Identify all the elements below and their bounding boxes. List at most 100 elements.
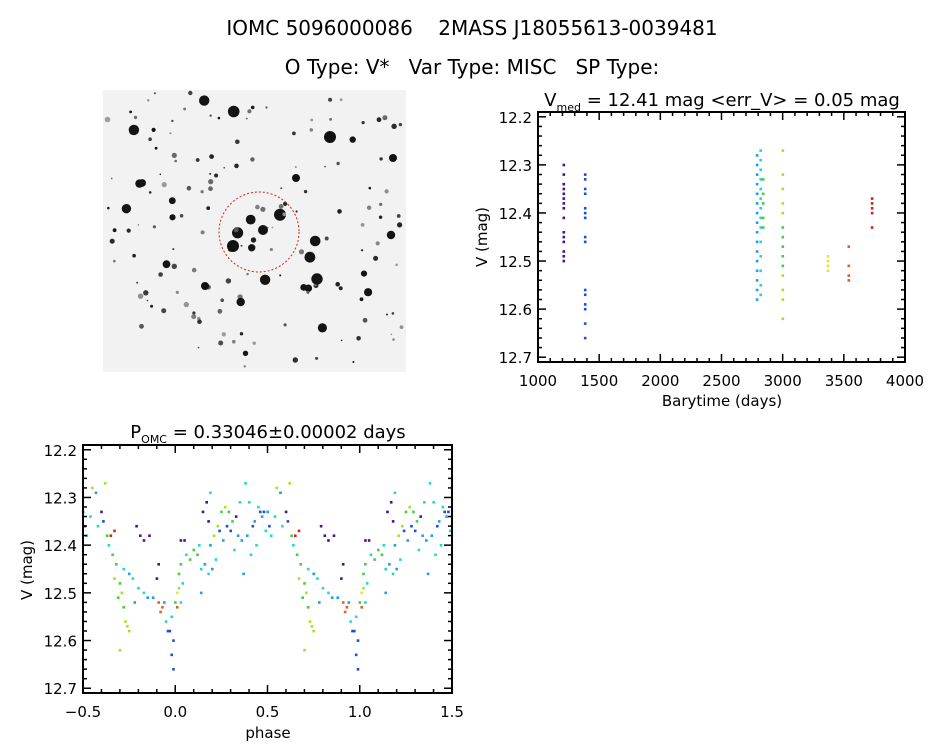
- data-point: [362, 586, 365, 590]
- star: [183, 107, 187, 111]
- star: [392, 338, 395, 341]
- data-point: [122, 606, 125, 609]
- data-point: [356, 639, 360, 642]
- data-point: [301, 596, 304, 599]
- data-point: [172, 639, 175, 642]
- data-point: [179, 601, 183, 604]
- star: [366, 205, 372, 210]
- data-point: [113, 577, 116, 580]
- plot-frame: [537, 111, 906, 363]
- data-point: [288, 482, 291, 485]
- star: [171, 152, 177, 158]
- star: [153, 92, 156, 95]
- star: [218, 340, 224, 346]
- x-tick-label: 0.5: [256, 703, 280, 721]
- star: [252, 341, 256, 345]
- star: [121, 204, 132, 214]
- star: [255, 204, 260, 210]
- star: [137, 224, 140, 226]
- star: [169, 214, 176, 221]
- star: [379, 157, 383, 161]
- data-point: [583, 307, 587, 311]
- data-point: [755, 202, 759, 205]
- data-point: [781, 226, 785, 229]
- star: [209, 172, 212, 175]
- data-point: [583, 336, 587, 340]
- data-point: [305, 591, 308, 595]
- star: [283, 323, 287, 327]
- data-point: [124, 620, 127, 623]
- star: [391, 123, 397, 129]
- data-point: [386, 510, 389, 514]
- data-point: [447, 510, 450, 514]
- y-tick-label: 12.2: [44, 442, 77, 460]
- y-axis-label: V (mag): [473, 207, 491, 267]
- data-point: [358, 601, 362, 604]
- star: [197, 316, 201, 321]
- data-point: [759, 240, 762, 244]
- data-point: [441, 505, 445, 509]
- data-point: [94, 491, 98, 495]
- data-point: [826, 264, 830, 268]
- x-tick-label: 2000: [641, 372, 679, 390]
- data-point: [562, 202, 566, 205]
- star: [234, 163, 239, 169]
- data-point: [353, 629, 356, 633]
- star: [292, 357, 298, 363]
- data-point: [847, 279, 851, 282]
- data-point: [562, 235, 566, 239]
- data-point: [222, 539, 225, 542]
- star: [324, 165, 326, 168]
- chart-title: POMC = 0.33046±0.00002 days: [130, 422, 405, 446]
- data-point: [118, 648, 122, 652]
- data-point: [449, 529, 452, 533]
- data-point: [364, 601, 367, 604]
- data-point: [199, 591, 203, 595]
- star: [136, 281, 139, 284]
- data-point: [870, 226, 874, 229]
- data-point: [761, 202, 765, 205]
- star: [337, 209, 342, 214]
- data-point: [343, 610, 347, 614]
- star: [279, 274, 282, 277]
- data-point: [583, 303, 587, 306]
- x-axis-label: Barytime (days): [662, 392, 782, 410]
- data-point: [233, 548, 236, 552]
- data-point: [367, 539, 371, 542]
- star: [386, 230, 396, 240]
- star: [395, 263, 398, 267]
- star: [139, 323, 144, 329]
- star: [217, 116, 221, 120]
- data-point: [870, 211, 874, 215]
- data-point: [384, 567, 387, 571]
- data-point: [264, 529, 268, 533]
- star: [269, 247, 273, 252]
- data-point: [188, 558, 192, 561]
- chart-title: Vmed = 12.41 mag <err_V> = 0.05 mag: [544, 90, 900, 114]
- data-point: [341, 563, 345, 566]
- data-point: [417, 548, 421, 552]
- data-point: [360, 606, 363, 609]
- y-tick-label: 12.4: [44, 537, 77, 555]
- data-point: [781, 202, 785, 205]
- data-point: [393, 491, 397, 495]
- star: [110, 177, 113, 180]
- star: [390, 333, 393, 336]
- star: [146, 299, 149, 302]
- star: [186, 185, 192, 191]
- y-tick-label: 12.2: [499, 109, 532, 127]
- data-point: [231, 520, 234, 523]
- data-point: [397, 534, 400, 537]
- data-point: [196, 553, 199, 557]
- star: [147, 99, 150, 102]
- star: [328, 97, 333, 102]
- data-point: [102, 520, 105, 523]
- data-point: [262, 510, 266, 514]
- data-point: [365, 582, 369, 585]
- data-point: [185, 553, 188, 557]
- chart-title-line2: O Type: V* Var Type: MISC SP Type:: [284, 55, 660, 79]
- star: [311, 273, 323, 285]
- star: [336, 161, 340, 166]
- data-point: [391, 520, 395, 523]
- star: [171, 263, 177, 269]
